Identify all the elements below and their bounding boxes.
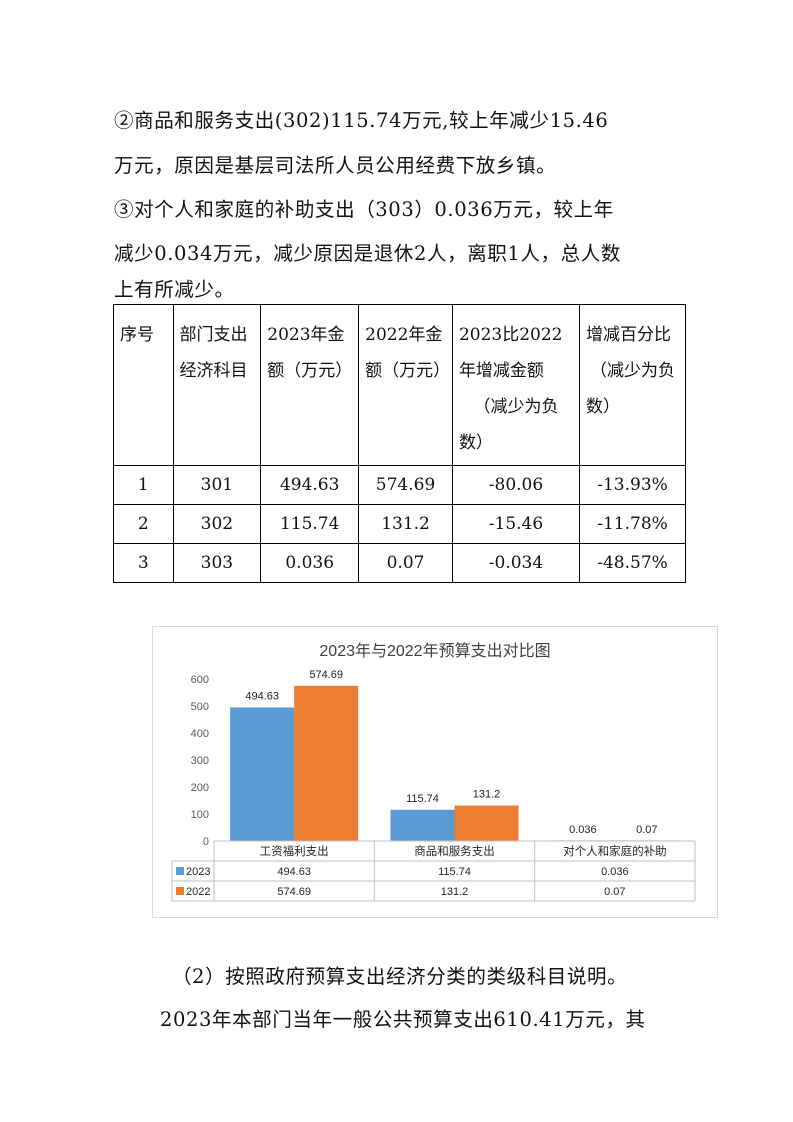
table-cell: -0.034 (451, 543, 581, 583)
table-value: 494.63 (277, 866, 311, 878)
table-value: 0.036 (601, 866, 629, 878)
header-text: 2022年金 (365, 325, 443, 345)
table-cell: 0.036 (260, 543, 360, 583)
table-cell: -48.57% (579, 543, 686, 583)
header-text: 部门支出 (179, 325, 248, 345)
header-cell: 序号 (113, 304, 174, 466)
table-cell: 494.63 (260, 465, 360, 505)
chart-title: 2023年与2022年预算支出对比图 (319, 641, 550, 660)
header-text: 序号 (120, 325, 154, 345)
table-cell: 302 (172, 504, 262, 544)
bar (454, 805, 519, 841)
header-cell: 2023年金 额（万元） (260, 304, 360, 466)
header-text: 增减百分比 (586, 325, 672, 345)
header-text: 2023年金 (267, 325, 345, 345)
paragraph-line: （2）按照政府预算支出经济分类的类级科目说明。 (172, 965, 628, 988)
table-value: 0.07 (604, 886, 625, 898)
paragraph-line: 2023年本部门当年一般公共预算支出610.41万元，其 (160, 1008, 646, 1031)
header-cell: 增减百分比 （减少为负 数） (579, 304, 686, 466)
table-cell: 3 (113, 543, 174, 583)
table-header-row: 序号 部门支出 经济科目 2023年金 额（万元） 2022年金 额（万元） 2… (113, 304, 686, 466)
table-cell: 115.74 (260, 504, 360, 544)
table-cell: 2 (113, 504, 174, 544)
header-text: （减少为负 (473, 397, 559, 417)
chart-frame: 2023年与2022年预算支出对比图 0 100 200 300 400 500 600 4… (152, 626, 718, 918)
y-tick-label: 600 (191, 674, 209, 686)
y-tick-label: 300 (191, 755, 209, 767)
table-cell: 301 (172, 465, 262, 505)
legend-label: 2023 (186, 866, 210, 878)
data-label: 494.63 (245, 690, 279, 702)
table-cell: -15.46 (451, 504, 581, 544)
legend-swatch (176, 867, 184, 875)
y-tick-label: 400 (191, 728, 209, 740)
header-text: 额（万元） (267, 361, 353, 381)
table-value: 115.74 (438, 866, 471, 878)
header-cell: 2023比2022 年增减金额 （减少为负 数） (451, 304, 581, 466)
header-text: 额（万元） (365, 361, 451, 381)
header-text: 数） (458, 433, 493, 453)
table-value: 131.2 (441, 886, 469, 898)
table-value: 574.69 (277, 886, 311, 898)
table-row: 2 302 115.74 131.2 -15.46 -11.78% (113, 504, 686, 544)
bar (230, 707, 295, 841)
y-tick-label: 0 (203, 836, 209, 848)
table-cell: -80.06 (451, 465, 581, 505)
data-label: 0.036 (569, 824, 597, 836)
table-cell: 303 (172, 543, 262, 583)
table-cell: -13.93% (579, 465, 686, 505)
data-label: 115.74 (406, 793, 439, 805)
bar-chart: 2023年与2022年预算支出对比图 0 100 200 300 400 500 600 4… (171, 641, 696, 902)
table-cell: 1 (113, 465, 174, 505)
header-text: 2023比2022 (458, 325, 563, 345)
table-cell: -11.78% (579, 504, 686, 544)
y-tick-label: 100 (191, 809, 209, 821)
data-label: 574.69 (309, 669, 343, 681)
budget-table: 序号 部门支出 经济科目 2023年金 额（万元） 2022年金 额（万元） 2… (113, 304, 686, 583)
bar-group: 494.63 574.69 115.74 131.2 0.036 0.07 (230, 669, 679, 841)
header-cell: 2022年金 额（万元） (358, 304, 453, 466)
paragraph-line: ②商品和服务支出(302)115.74万元,较上年减少15.46 (114, 109, 609, 132)
category-label: 对个人和家庭的补助 (563, 844, 667, 858)
y-tick-label: 200 (191, 782, 209, 794)
y-tick-label: 500 (191, 701, 209, 713)
paragraph-line: ③对个人和家庭的补助支出（303）0.036万元，较上年 (114, 198, 614, 221)
table-cell: 0.07 (358, 543, 453, 583)
legend-swatch (176, 887, 184, 895)
table-row: 1 301 494.63 574.69 -80.06 -13.93% (113, 465, 686, 505)
header-text: 经济科目 (179, 361, 248, 381)
paragraph-line: 上有所减少。 (114, 278, 235, 301)
paragraph-line: 减少0.034万元，减少原因是退休2人，离职1人，总人数 (114, 242, 621, 265)
data-label: 131.2 (473, 789, 501, 801)
table-row: 3 303 0.036 0.07 -0.034 -48.57% (113, 543, 686, 583)
header-text: 数） (586, 397, 621, 417)
data-table: 工资福利支出 商品和服务支出 对个人和家庭的补助 2023 494.63 115.74 0.… (171, 840, 696, 902)
data-label: 0.07 (636, 824, 657, 836)
legend-label: 2022 (186, 886, 210, 898)
bar (390, 809, 455, 841)
category-label: 商品和服务支出 (414, 844, 495, 858)
header-text: 年增减金额 (458, 361, 544, 381)
header-cell: 部门支出 经济科目 (172, 304, 262, 466)
header-text: （减少为负 (590, 361, 676, 381)
bar (294, 685, 359, 841)
table-cell: 574.69 (358, 465, 453, 505)
table-cell: 131.2 (358, 504, 453, 544)
paragraph-line: 万元，原因是基层司法所人员公用经费下放乡镇。 (114, 154, 557, 177)
category-label: 工资福利支出 (260, 844, 329, 858)
